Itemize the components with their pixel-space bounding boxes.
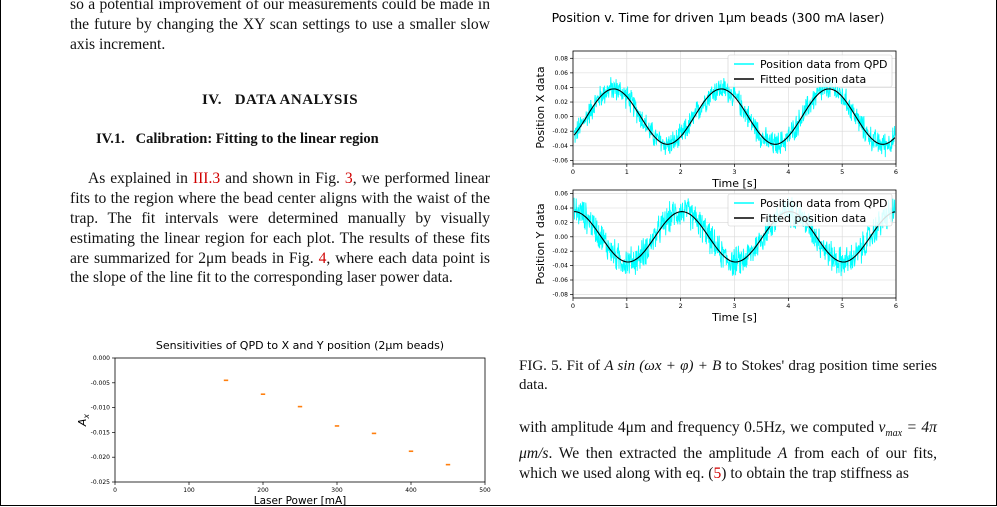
body-paragraph-right: with amplitude 4μm and frequency 0.5Hz, … <box>519 419 938 482</box>
intro-paragraph: so a potential improvement of our measur… <box>70 0 490 53</box>
fit-line <box>573 88 896 145</box>
y-axis-label: Position X data <box>534 66 547 148</box>
y-tick-label: -0.02 <box>552 248 568 255</box>
figure-ref-link[interactable]: 3 <box>344 170 353 188</box>
x-tick-label: 6 <box>894 302 898 310</box>
subsection-title: IV.1. Calibration: Fitting to the linear… <box>96 131 379 148</box>
x-tick-label: 3 <box>732 168 736 176</box>
y-tick-label: -0.04 <box>552 143 568 150</box>
y-tick-label: -0.025 <box>91 479 111 486</box>
x-tick-label: 100 <box>183 487 195 494</box>
position-time-figure: Position v. Time for driven 1μm beads (3… <box>534 10 898 324</box>
y-tick-label: -0.020 <box>91 454 111 461</box>
fit-line <box>574 211 896 263</box>
equation-ref-link[interactable]: 5 <box>713 464 722 482</box>
chart-title: Sensitivities of QPD to X and Y position… <box>156 339 444 352</box>
x-axis-label: Time [s] <box>711 311 757 324</box>
x-tick-label: 500 <box>479 487 491 494</box>
y-tick-label: 0.08 <box>555 55 569 62</box>
x-tick-label: 1 <box>625 168 629 176</box>
plot-frame <box>572 189 897 299</box>
y-axis-label: Position Y data <box>534 203 547 284</box>
y-tick-label: 0.000 <box>93 355 110 362</box>
x-tick-label: 4 <box>786 168 790 176</box>
plot-frame <box>114 357 486 483</box>
y-tick-label: -0.02 <box>552 128 568 135</box>
x-tick-label: 4 <box>786 302 790 310</box>
x-tick-label: 400 <box>405 487 417 494</box>
x-tick-label: 300 <box>331 487 343 494</box>
x-tick-label: 2 <box>679 302 683 310</box>
y-tick-label: 0.00 <box>555 234 569 241</box>
y-tick-label: -0.08 <box>552 291 568 298</box>
y-tick-label: 0.00 <box>555 114 569 121</box>
figure-title: Position v. Time for driven 1μm beads (3… <box>552 10 885 25</box>
x-tick-label: 200 <box>257 487 269 494</box>
y-axis-label: Ax <box>76 414 91 428</box>
legend-box <box>727 193 893 227</box>
body-paragraph: As explained in III.3 and shown in Fig. … <box>70 170 490 287</box>
y-tick-label: -0.015 <box>91 429 111 436</box>
x-tick-label: 0 <box>571 302 575 310</box>
legend-label-qpd: Position data from QPD <box>760 58 887 71</box>
x-tick-label: 0 <box>113 487 117 494</box>
figure-ref-link[interactable]: 4 <box>318 249 327 267</box>
figure-caption: FIG. 5. Fit of A sin (ωx + φ) + B to Sto… <box>519 358 937 393</box>
y-tick-label: 0.06 <box>555 70 569 77</box>
x-tick-label: 6 <box>894 168 898 176</box>
left-column: so a potential improvement of our measur… <box>70 0 490 288</box>
y-tick-label: -0.04 <box>552 263 568 270</box>
x-tick-label: 5 <box>840 168 844 176</box>
x-tick-label: 0 <box>571 168 575 176</box>
x-tick-label: 5 <box>840 302 844 310</box>
x-tick-label: 2 <box>679 168 683 176</box>
legend-box <box>727 54 893 88</box>
legend-label-fit: Fitted position data <box>760 212 866 225</box>
x-tick-label: 3 <box>732 302 736 310</box>
qpd-data-line <box>573 197 896 277</box>
plot-frame <box>572 50 897 165</box>
y-tick-label: 0.02 <box>555 219 569 226</box>
legend-label-fit: Fitted position data <box>760 73 866 86</box>
y-tick-label: -0.010 <box>91 405 111 412</box>
x-axis-label: Time [s] <box>711 177 757 190</box>
section-ref-link[interactable]: III.3 <box>192 170 221 188</box>
y-tick-label: 0.04 <box>555 84 569 91</box>
section-title: IV. DATA ANALYSIS <box>201 92 359 109</box>
y-tick-label: -0.06 <box>552 277 568 284</box>
y-tick-label: 0.04 <box>555 205 569 212</box>
y-tick-label: 0.06 <box>555 191 569 198</box>
x-tick-label: 1 <box>625 302 629 310</box>
y-tick-label: 0.02 <box>555 99 569 106</box>
legend-label-qpd: Position data from QPD <box>760 197 887 210</box>
sensitivity-chart: Sensitivities of QPD to X and Y position… <box>76 339 491 507</box>
y-tick-label: -0.005 <box>91 380 111 387</box>
y-tick-label: -0.06 <box>552 157 568 164</box>
x-axis-label: Laser Power [mA] <box>254 495 347 507</box>
